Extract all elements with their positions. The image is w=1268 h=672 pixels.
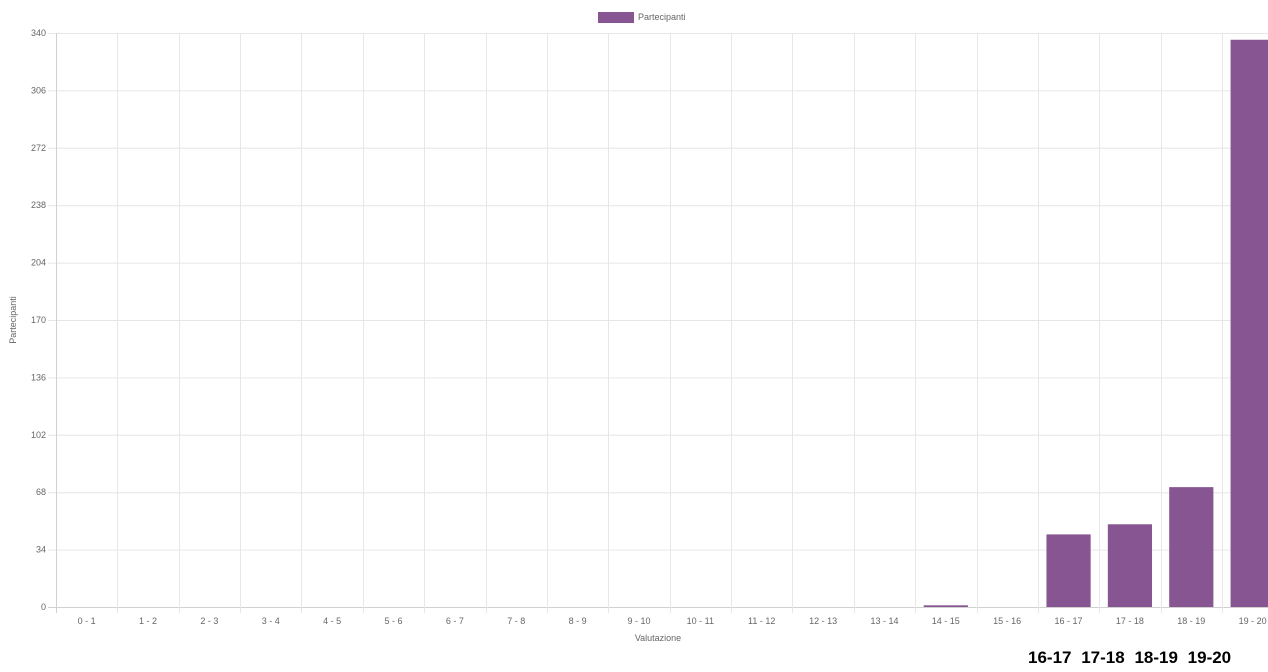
- x-tick-label: 15 - 16: [993, 616, 1021, 626]
- y-tick-label: 34: [36, 545, 46, 555]
- y-tick-label: 136: [31, 372, 46, 382]
- y-tick-label: 0: [41, 602, 46, 612]
- legend[interactable]: Partecipanti: [598, 12, 686, 23]
- x-tick-label: 18 - 19: [1177, 616, 1205, 626]
- bar[interactable]: [923, 605, 968, 607]
- x-tick-label: 16 - 17: [1055, 616, 1083, 626]
- y-tick-label: 306: [31, 85, 46, 95]
- x-tick-label: 13 - 14: [870, 616, 898, 626]
- y-tick-label: 170: [31, 315, 46, 325]
- x-tick-label: 12 - 13: [809, 616, 837, 626]
- x-tick-label: 2 - 3: [200, 616, 218, 626]
- legend-swatch: [598, 12, 634, 23]
- bar[interactable]: [1169, 487, 1214, 607]
- x-axis-title: Valutazione: [635, 633, 681, 643]
- bottom-labels: 16-17 17-18 18-19 19-20: [1028, 648, 1236, 668]
- y-tick-label: 272: [31, 143, 46, 153]
- legend-label: Partecipanti: [638, 12, 686, 22]
- y-axis-title: Partecipanti: [8, 296, 18, 344]
- grid-lines: [48, 33, 1268, 613]
- y-tick-label: 68: [36, 487, 46, 497]
- x-tick-label: 10 - 11: [687, 616, 714, 626]
- axes: 0 34 68 102 136 170 204 238 272 306 340 0 - 1 1 - 2 2…: [31, 28, 1267, 626]
- x-tick-label: 8 - 9: [569, 616, 587, 626]
- x-tick-label: 0 - 1: [78, 616, 96, 626]
- bottom-label: 17-18: [1081, 648, 1125, 667]
- bars: [923, 39, 1268, 608]
- bottom-label: 19-20: [1187, 648, 1232, 667]
- bottom-label: 16-17: [1028, 648, 1072, 667]
- bar[interactable]: [1230, 39, 1268, 608]
- x-tick-label: 5 - 6: [385, 616, 403, 626]
- x-tick-label: 9 - 10: [627, 616, 650, 626]
- x-tick-label: 4 - 5: [323, 616, 341, 626]
- x-tick-label: 17 - 18: [1116, 616, 1144, 626]
- y-tick-label: 102: [31, 430, 46, 440]
- x-tick-label: 19 - 20: [1239, 616, 1267, 626]
- x-tick-label: 1 - 2: [139, 616, 157, 626]
- y-tick-label: 238: [31, 200, 46, 210]
- x-tick-label: 7 - 8: [507, 616, 525, 626]
- bar[interactable]: [1046, 534, 1091, 607]
- bar[interactable]: [1107, 524, 1153, 607]
- y-tick-label: 340: [31, 28, 46, 38]
- x-tick-label: 6 - 7: [446, 616, 464, 626]
- bottom-label: 18-19: [1134, 648, 1178, 667]
- clipped-heading: [0, 0, 1268, 6]
- x-tick-label: 3 - 4: [262, 616, 280, 626]
- x-tick-label: 14 - 15: [932, 616, 960, 626]
- x-tick-label: 11 - 12: [748, 616, 775, 626]
- y-tick-label: 204: [31, 258, 46, 268]
